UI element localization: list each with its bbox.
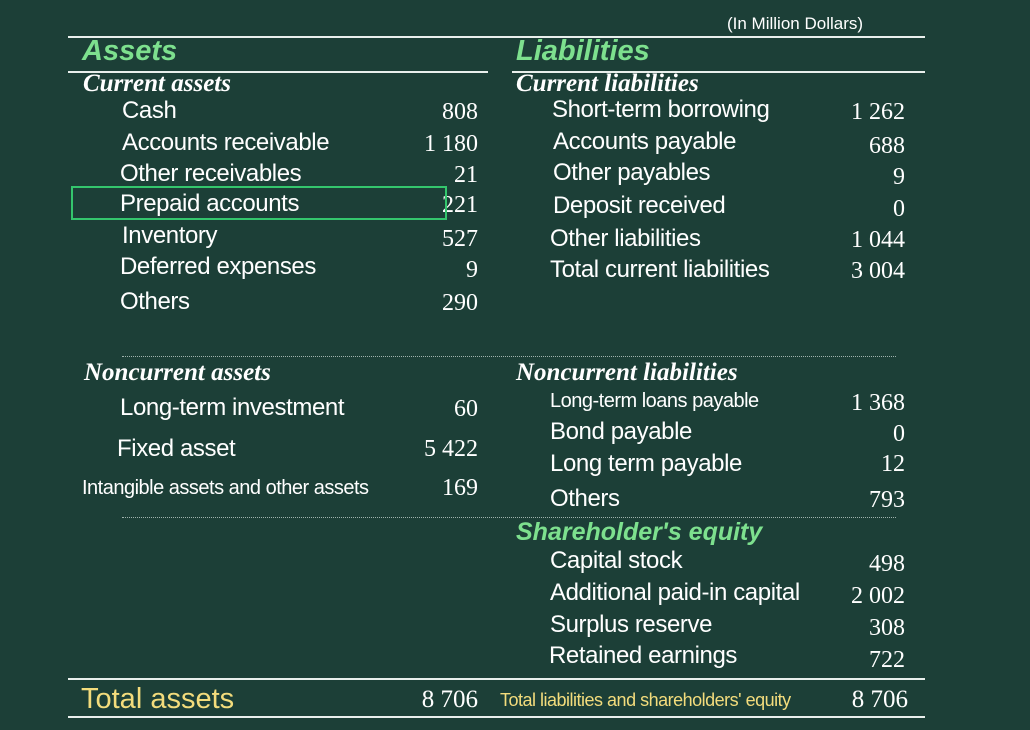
row-label: Surplus reserve [550,611,713,638]
row-label: Intangible assets and other assets [82,477,369,499]
row-label: Accounts receivable [122,129,330,156]
row-label: Deferred expenses [120,253,316,280]
row-label: Fixed asset [117,435,236,462]
row-label: Cash [122,97,177,124]
row-label: Accounts payable [553,128,737,155]
current-liabilities-heading: Current liabilities [516,70,699,97]
row-value: 5 422 [424,436,478,462]
noncurrent-liabilities-heading: Noncurrent liabilities [516,359,738,386]
row-label: Other receivables [120,160,302,187]
row-label: Prepaid accounts [120,190,300,217]
row-label: Other liabilities [550,225,701,252]
row-value: 169 [442,475,478,501]
total-assets-label: Total assets [81,683,235,715]
row-value: 12 [881,451,905,477]
assets-rule [68,71,488,73]
row-value: 0 [893,421,905,447]
row-value: 290 [442,290,478,316]
total-liabilities-label: Total liabilities and shareholders' equi… [500,690,791,710]
row-label: Inventory [122,222,218,249]
assets-heading: Assets [82,35,178,67]
row-value: 793 [869,487,905,513]
row-label: Bond payable [550,418,692,445]
total-liabilities-value: 8 706 [851,686,908,713]
row-value: 60 [454,396,478,422]
row-label: Total current liabilities [550,256,770,283]
row-label: Capital stock [550,547,683,574]
total-top-rule [68,678,925,680]
row-label: Long-term loans payable [550,390,759,412]
row-label: Long term payable [550,450,742,477]
row-value: 308 [869,615,905,641]
row-value: 3 004 [851,258,905,284]
row-value: 722 [869,647,905,673]
row-value: 2 002 [851,583,905,609]
section-divider-2 [122,517,896,518]
row-label: Others [120,288,190,315]
row-label: Long-term investment [120,394,345,421]
row-value: 221 [442,192,478,218]
row-label: Additional paid-in capital [550,579,800,606]
row-value: 21 [454,162,478,188]
noncurrent-assets-heading: Noncurrent assets [84,359,271,386]
row-value: 9 [893,164,905,190]
row-label: Deposit received [553,192,726,219]
row-label: Retained earnings [549,642,738,669]
unit-note: (In Million Dollars) [727,14,864,33]
row-label: Others [550,485,620,512]
row-value: 9 [466,257,478,283]
liabilities-heading: Liabilities [516,35,650,67]
row-value: 0 [893,196,905,222]
total-assets-value: 8 706 [421,686,478,713]
equity-heading: Shareholder's equity [516,518,763,546]
row-label: Other payables [553,159,711,186]
liabilities-rule [512,71,925,73]
row-value: 688 [869,133,905,159]
row-value: 1 180 [424,131,478,157]
row-value: 1 368 [851,390,905,416]
row-value: 808 [442,99,478,125]
current-assets-heading: Current assets [83,70,231,97]
top-rule [68,36,925,38]
row-value: 527 [442,226,478,252]
row-value: 1 262 [851,99,905,125]
highlight-box [71,186,447,220]
row-value: 498 [869,551,905,577]
row-label: Short-term borrowing [552,96,770,123]
section-divider-1 [122,356,896,357]
total-bottom-rule [68,716,925,718]
row-value: 1 044 [851,227,905,253]
